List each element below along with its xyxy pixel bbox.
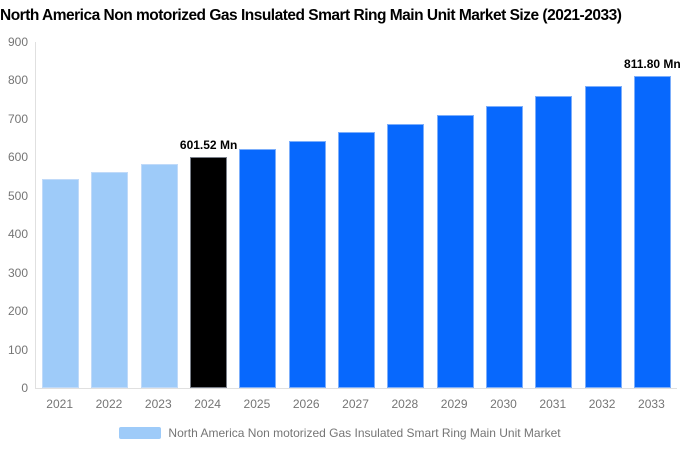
x-tick-label-2026: 2026: [292, 397, 320, 411]
bar-2033[interactable]: 811.80 Mn: [624, 57, 680, 388]
bar-slot: 601.52 Mn: [180, 42, 237, 388]
bar-2032[interactable]: [584, 86, 622, 388]
x-tick-label-2025: 2025: [243, 397, 271, 411]
y-tick-label: 300: [7, 265, 28, 280]
bar-slot: [85, 42, 134, 388]
bar-slot: [529, 42, 578, 388]
y-tick-label: 800: [7, 73, 28, 88]
x-tick-label-2023: 2023: [144, 397, 172, 411]
bar-slot: [431, 42, 480, 388]
y-tick-label: 500: [7, 188, 28, 203]
bar-slot: [332, 42, 381, 388]
bar-2024[interactable]: 601.52 Mn: [180, 138, 237, 388]
x-axis: 2021 2022 2023 2024 2025 2026 2027 2028 2029 2030…: [35, 397, 676, 411]
bar-slot: [480, 42, 529, 388]
legend-label: North America Non motorized Gas Insulate…: [168, 426, 561, 440]
bar-slot: [283, 42, 332, 388]
plot-area: 601.52 Mn 811.80 Mn: [35, 42, 680, 389]
y-tick-label: 200: [7, 304, 28, 319]
x-tick-label-2021: 2021: [46, 397, 73, 411]
x-tick-label-2024: 2024: [194, 397, 221, 411]
bar-slot: [135, 42, 184, 388]
bar-slot: [578, 42, 627, 388]
y-tick-label: 0: [21, 381, 28, 395]
bar-2028[interactable]: [387, 123, 425, 388]
bar-2025[interactable]: [239, 148, 277, 388]
x-tick-label-2032: 2032: [588, 397, 616, 411]
y-tick-label: 100: [7, 342, 28, 357]
legend-swatch-icon: [119, 427, 162, 439]
x-tick-label-2030: 2030: [490, 397, 517, 411]
bar-slot: [36, 42, 85, 388]
bar-2023[interactable]: [140, 164, 178, 388]
bar-slot: [381, 42, 430, 388]
bar-2021[interactable]: [42, 178, 80, 388]
y-tick-label: 900: [7, 35, 28, 49]
bar-2031[interactable]: [535, 96, 573, 388]
y-tick-label: 400: [7, 227, 28, 242]
bar-2027[interactable]: [338, 132, 376, 388]
x-tick-label-2029: 2029: [440, 397, 468, 411]
bar-slot: 811.80 Mn: [624, 42, 680, 388]
bar-2026[interactable]: [288, 140, 326, 388]
legend[interactable]: North America Non motorized Gas Insulate…: [0, 426, 680, 440]
bar-2022[interactable]: [91, 171, 129, 388]
x-tick-label-2022: 2022: [95, 397, 123, 411]
bar-2030[interactable]: [485, 105, 523, 388]
bar-value-label-2024: 601.52 Mn: [179, 137, 238, 152]
bar-slot: [233, 42, 282, 388]
x-tick-label-2031: 2031: [539, 397, 567, 411]
y-tick-label: 700: [7, 111, 28, 126]
x-tick-label-2033: 2033: [638, 397, 665, 411]
x-tick-label-2028: 2028: [391, 397, 419, 411]
bar-value-label-2033: 811.80 Mn: [624, 56, 680, 71]
x-tick-label-2027: 2027: [342, 397, 369, 411]
bar-2029[interactable]: [436, 114, 474, 388]
chart-title: North America Non motorized Gas Insulate…: [0, 7, 622, 24]
y-axis: 0 100 200 300 400 500 600 700 800 900: [0, 35, 28, 395]
y-tick-label: 600: [7, 150, 28, 165]
